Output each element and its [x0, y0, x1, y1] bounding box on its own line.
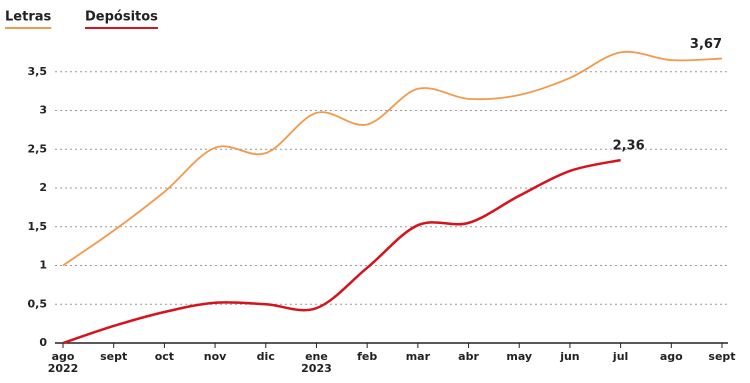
x-tick-label: oct: [155, 350, 174, 363]
x-tick-label: abr: [458, 350, 479, 363]
y-tick-label: 0: [39, 336, 47, 349]
legend-label: Letras: [5, 10, 51, 25]
series-line: [62, 158, 621, 345]
x-tick-label: dic: [257, 350, 275, 363]
x-tick-label: sept: [100, 350, 127, 363]
series-line: [62, 50, 723, 267]
x-tick-label: ago: [660, 350, 683, 363]
x-tick-label: sept: [708, 350, 735, 363]
value-label: 3,67: [690, 37, 722, 52]
x-tick-label: jul: [612, 350, 628, 363]
x-tick-label: ene 2023: [301, 350, 332, 375]
y-tick-label: 0,5: [28, 297, 48, 310]
x-tick-label: mar: [406, 350, 431, 363]
value-label: 2,36: [613, 139, 645, 154]
y-tick-label: 3,5: [28, 65, 48, 78]
x-tick-label: feb: [357, 350, 377, 363]
y-tick-label: 1: [39, 259, 47, 272]
x-tick-label: ago 2022: [48, 350, 79, 375]
legend-label: Depósitos: [85, 10, 158, 25]
y-tick-label: 2,5: [28, 142, 48, 155]
x-tick-label: nov: [204, 350, 227, 363]
y-tick-label: 3: [39, 104, 47, 117]
y-tick-label: 1,5: [28, 220, 48, 233]
x-tick-label: may: [506, 350, 532, 363]
y-tick-label: 2: [39, 181, 47, 194]
x-tick-label: jun: [559, 350, 579, 363]
